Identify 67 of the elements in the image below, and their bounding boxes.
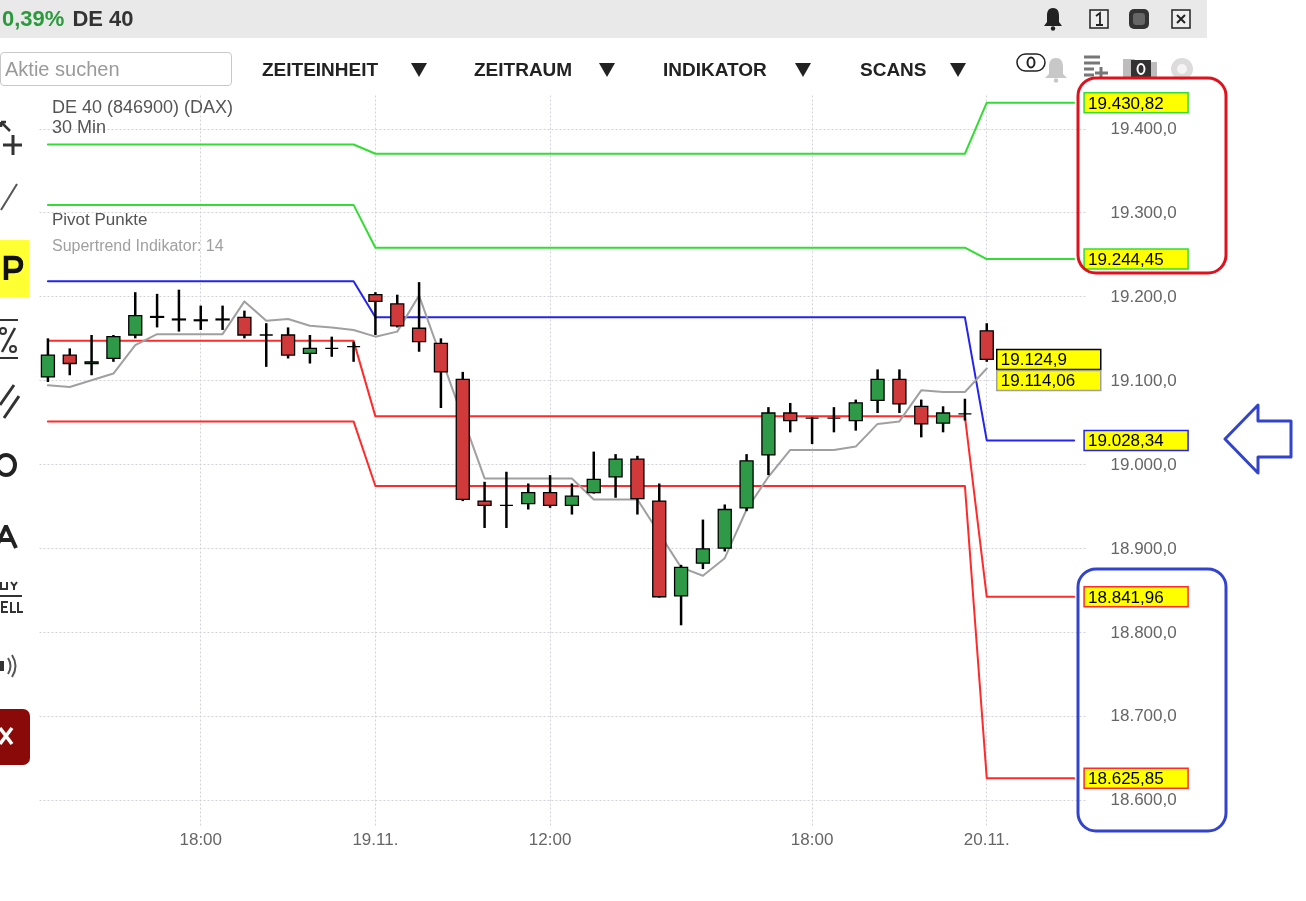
text: ZEITRAUM [474, 59, 573, 81]
data-label: 19.430,82 [1088, 93, 1164, 113]
x-tick-label: 18:00 [179, 829, 223, 849]
candlestick [695, 518, 711, 571]
candlestick [128, 290, 143, 340]
candlestick [564, 482, 580, 516]
candlestick [957, 397, 973, 422]
candlestick [368, 290, 383, 337]
candlestick [477, 480, 492, 530]
data-label: 18.625,85 [1088, 769, 1164, 789]
search-field: Aktie suchen [0, 52, 232, 86]
y-tick-label: 19.300,0 [1110, 202, 1177, 222]
candlestick [935, 405, 951, 434]
candlestick [280, 326, 296, 360]
data-label: 19.244,45 [1088, 250, 1164, 270]
data-label: 19.028,34 [1088, 431, 1164, 451]
text: 0,39% [2, 6, 65, 31]
candlestick [390, 293, 405, 329]
candlestick [870, 368, 885, 415]
x-tick-label: 20.11. [963, 829, 1010, 849]
candlestick [149, 292, 165, 329]
x-tick-label: 18:00 [790, 829, 834, 849]
text: INDIKATOR [663, 59, 767, 81]
candlestick [804, 415, 820, 446]
candlestick [542, 473, 558, 510]
candlestick [84, 333, 99, 377]
candlestick [411, 280, 427, 354]
candlestick [914, 398, 929, 439]
y-tick-label: 19.400,0 [1110, 119, 1177, 139]
y-tick-label: 18.600,0 [1110, 790, 1177, 810]
candlestick [215, 304, 230, 332]
candlestick [302, 333, 318, 365]
y-tick-label: 19.100,0 [1110, 370, 1177, 390]
y-tick-label: 18.900,0 [1110, 538, 1177, 558]
line-series [46, 294, 988, 577]
annotation: 19.124,9 [1000, 350, 1067, 370]
candlestick [324, 335, 339, 359]
candlestick [848, 398, 863, 432]
y-tick-label: 18.700,0 [1110, 706, 1177, 726]
candlestick [259, 321, 274, 369]
candlestick [346, 340, 361, 364]
data-label: 19.114,06 [1000, 371, 1076, 391]
x-tick-label: 19.11. [352, 829, 399, 849]
chart-title: DE 40 (846900) (DAX) [52, 97, 234, 117]
x-tick-label: 12:00 [528, 829, 572, 849]
candlestick [40, 337, 56, 384]
candlestick [499, 470, 514, 530]
text: SCANS [860, 59, 927, 81]
candlestick [171, 288, 187, 333]
text: 30 Min [52, 117, 107, 137]
candlestick [106, 333, 121, 364]
candlestick [521, 482, 536, 511]
candlestick [783, 401, 798, 434]
candlestick [608, 452, 623, 500]
text: DE 40 [72, 6, 134, 31]
y-tick-label: 19.200,0 [1110, 286, 1177, 306]
data-label: 18.841,96 [1088, 587, 1164, 607]
y-tick-label: 19.000,0 [1110, 454, 1177, 474]
candlestick [586, 450, 601, 495]
candlestick [193, 304, 208, 332]
candlestick [237, 309, 252, 340]
text: Supertrend Indikator: 14 [52, 237, 224, 254]
y-tick-label: 18.800,0 [1110, 622, 1177, 642]
candlestick [826, 405, 842, 434]
text: ZEITEINHEIT [262, 59, 379, 81]
candlestick [62, 347, 77, 377]
annotation: Pivot Punkte [52, 210, 148, 229]
